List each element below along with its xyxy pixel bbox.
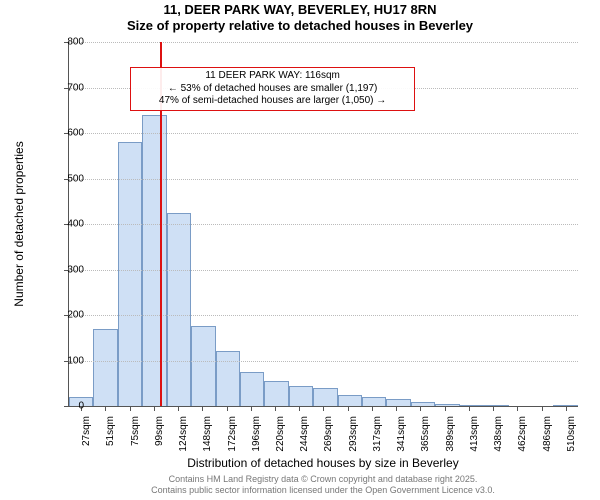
x-tick-label: 317sqm [372,416,383,452]
x-ticks [69,406,578,412]
x-tick-label: 75sqm [130,416,141,446]
x-tick [142,406,166,412]
x-tick [263,406,287,412]
gridline [69,179,578,180]
x-tick-label: 486sqm [542,416,553,452]
y-tick-label: 600 [44,128,84,139]
annotation-line: 11 DEER PARK WAY: 116sqm [135,70,410,83]
y-tick-label: 700 [44,82,84,93]
y-tick-label: 0 [44,401,84,412]
histogram-bar [167,213,191,406]
histogram-bar [338,395,362,406]
x-axis-title: Distribution of detached houses by size … [68,456,578,470]
x-tick [311,406,335,412]
histogram-bar [313,388,337,406]
gridline [69,361,578,362]
x-tick [287,406,311,412]
histogram-bar [264,381,288,406]
gridline [69,133,578,134]
plot-area: 27sqm51sqm75sqm99sqm124sqm148sqm172sqm19… [68,42,578,407]
x-tick-label: 413sqm [469,416,480,452]
y-tick-label: 200 [44,310,84,321]
x-tick [481,406,505,412]
x-tick [93,406,117,412]
annotation-line: 47% of semi-detached houses are larger (… [135,95,410,108]
y-axis-title: Number of detached properties [12,59,26,224]
histogram-bar [289,386,313,406]
x-tick-label: 220sqm [275,416,286,452]
gridline [69,224,578,225]
x-tick [214,406,238,412]
x-tick-label: 172sqm [227,416,238,452]
x-tick-label: 51sqm [105,416,116,446]
histogram-bar [118,142,142,406]
x-tick-label: 389sqm [445,416,456,452]
gridline [69,42,578,43]
title-line2: Size of property relative to detached ho… [0,18,600,33]
x-tick [529,406,553,412]
histogram-bar [362,397,386,406]
x-tick-label: 365sqm [420,416,431,452]
x-tick-label: 196sqm [251,416,262,452]
x-tick [457,406,481,412]
gridline [69,270,578,271]
annotation-box: 11 DEER PARK WAY: 116sqm← 53% of detache… [130,67,415,111]
x-tick-label: 293sqm [348,416,359,452]
histogram-bar [191,326,215,406]
histogram-bar [386,399,410,406]
x-tick [505,406,529,412]
y-tick-label: 500 [44,173,84,184]
x-tick [117,406,141,412]
credit-line2: Contains public sector information licen… [68,485,578,496]
x-tick [408,406,432,412]
x-tick-label: 510sqm [566,416,577,452]
y-tick-label: 100 [44,355,84,366]
title-line1: 11, DEER PARK WAY, BEVERLEY, HU17 8RN [0,2,600,17]
annotation-line: ← 53% of detached houses are smaller (1,… [135,83,410,96]
chart-container: 11, DEER PARK WAY, BEVERLEY, HU17 8RN Si… [0,0,600,500]
y-tick-label: 300 [44,264,84,275]
credits: Contains HM Land Registry data © Crown c… [68,474,578,496]
x-tick-label: 341sqm [396,416,407,452]
histogram-bar [240,372,264,406]
x-tick [554,406,578,412]
x-tick-label: 438sqm [493,416,504,452]
x-tick [190,406,214,412]
gridline [69,315,578,316]
y-tick-label: 400 [44,219,84,230]
y-tick-label: 800 [44,37,84,48]
x-tick [384,406,408,412]
histogram-bar [93,329,117,406]
x-tick-label: 99sqm [154,416,165,446]
x-tick [433,406,457,412]
x-tick-label: 244sqm [299,416,310,452]
x-tick [166,406,190,412]
x-tick-label: 124sqm [178,416,189,452]
x-tick [360,406,384,412]
x-tick-label: 27sqm [81,416,92,446]
x-tick [336,406,360,412]
x-tick [239,406,263,412]
title-block: 11, DEER PARK WAY, BEVERLEY, HU17 8RN Si… [0,2,600,33]
histogram-bar [142,115,166,406]
x-tick-label: 462sqm [517,416,528,452]
credit-line1: Contains HM Land Registry data © Crown c… [68,474,578,485]
x-tick-label: 269sqm [323,416,334,452]
x-tick-label: 148sqm [202,416,213,452]
